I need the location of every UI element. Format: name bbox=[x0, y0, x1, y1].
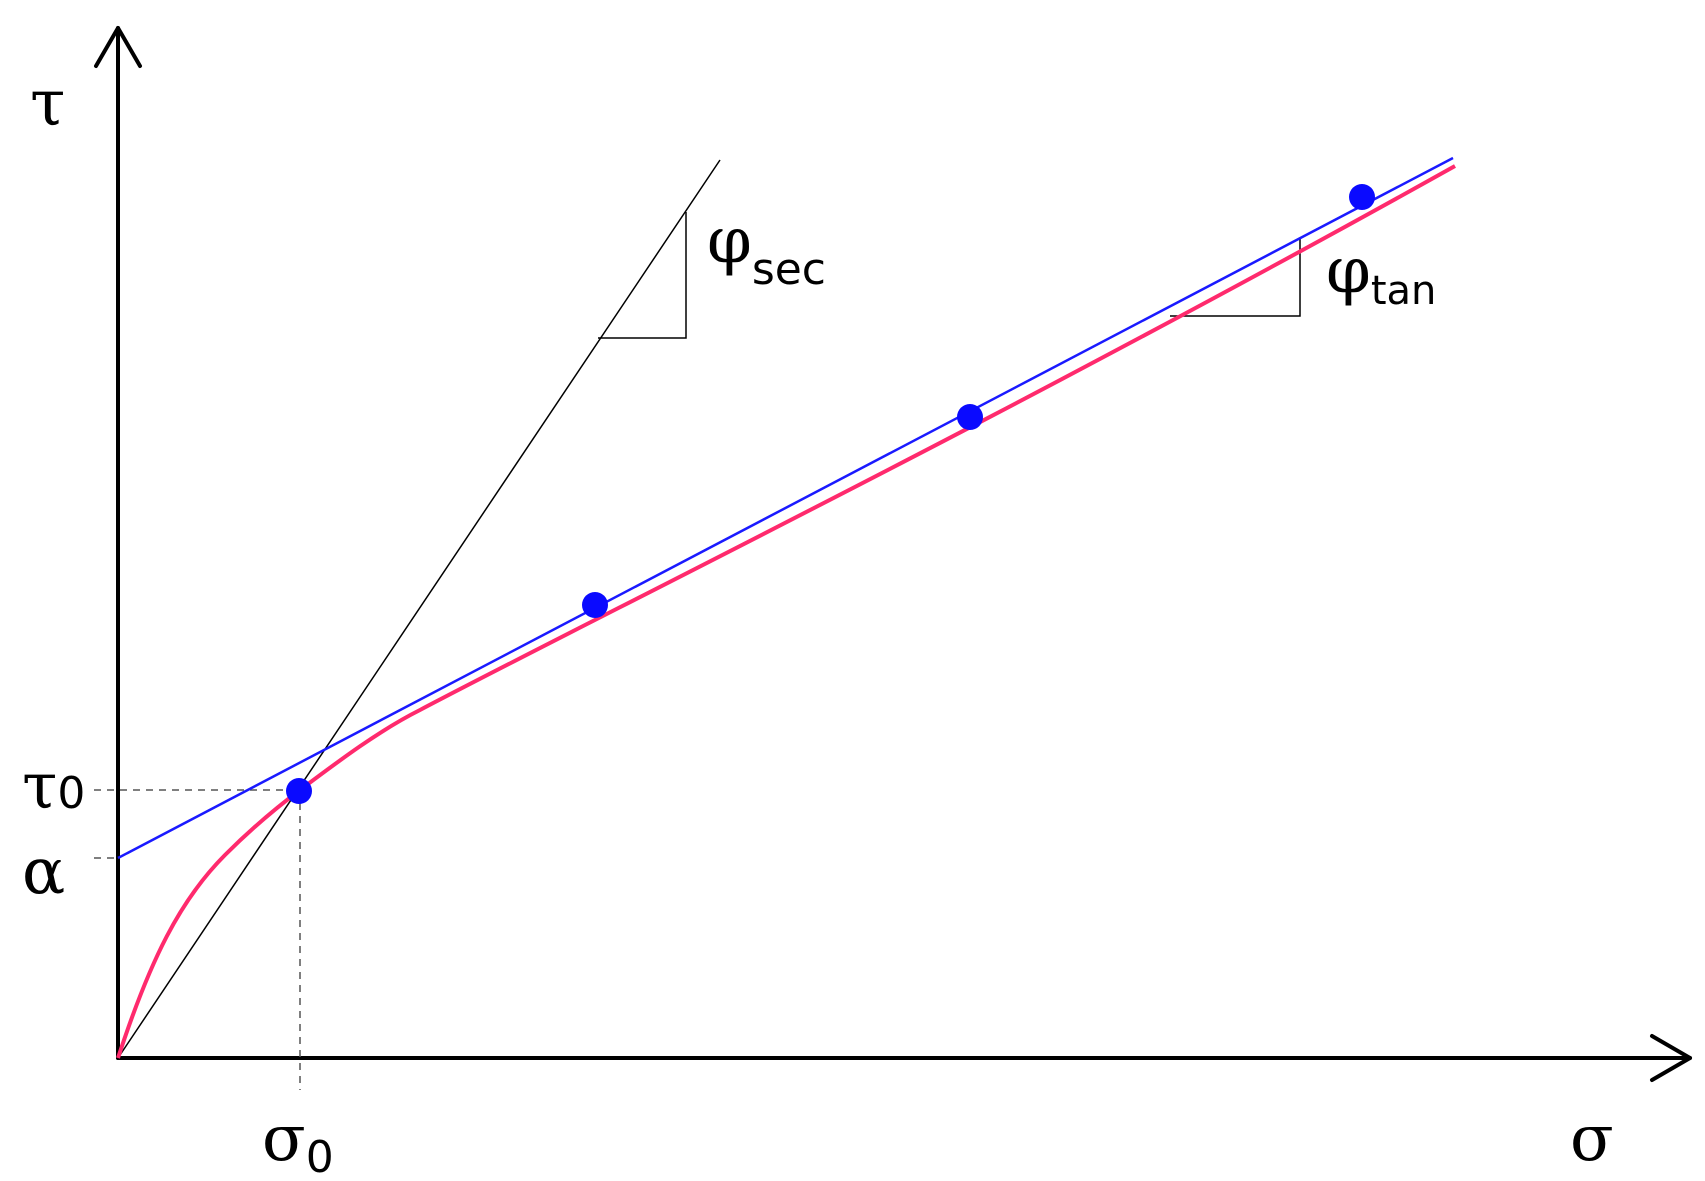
y-axis-label: τ bbox=[30, 67, 65, 141]
alpha-label: α bbox=[22, 835, 65, 909]
data-point bbox=[1349, 184, 1375, 210]
tangent-slope-triangle bbox=[1170, 238, 1301, 317]
axes bbox=[94, 26, 1692, 1082]
secant-line bbox=[117, 159, 721, 1059]
phi-tan-label: φtan bbox=[1326, 234, 1436, 314]
y-axis-arrowhead bbox=[94, 26, 142, 68]
reference-lines bbox=[94, 789, 301, 1090]
sigma0-label: σ0 bbox=[262, 1102, 334, 1181]
phi-sec-label: φsec bbox=[707, 204, 826, 295]
x-axis-arrowhead bbox=[1650, 1034, 1692, 1082]
envelope-curve bbox=[116, 164, 1456, 1059]
data-point bbox=[286, 778, 312, 804]
data-points bbox=[286, 184, 1375, 804]
tau0-label: τ0 bbox=[22, 750, 85, 824]
secant-slope-triangle bbox=[598, 212, 687, 339]
x-axis-label: σ bbox=[1570, 1102, 1614, 1176]
data-point bbox=[582, 592, 608, 618]
tangent-line bbox=[117, 156, 1454, 860]
data-point bbox=[957, 404, 983, 430]
